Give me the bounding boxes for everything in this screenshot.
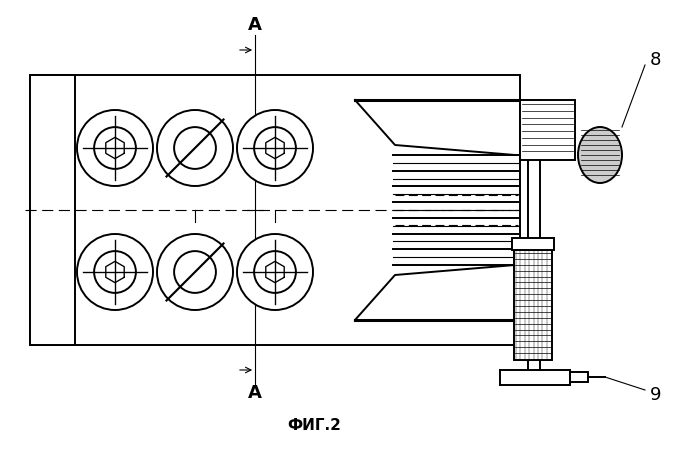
Ellipse shape [578, 127, 622, 183]
Bar [512, 238, 554, 250]
Bar [570, 372, 588, 382]
Text: ФИГ.2: ФИГ.2 [287, 418, 342, 433]
Ellipse shape [77, 110, 153, 186]
Ellipse shape [157, 234, 233, 310]
Bar [520, 100, 575, 160]
Ellipse shape [237, 110, 313, 186]
Text: 8: 8 [650, 51, 661, 69]
Text: A: A [248, 384, 262, 402]
Bar [30, 75, 520, 345]
Text: 9: 9 [650, 386, 661, 404]
Ellipse shape [174, 127, 216, 169]
Bar [514, 250, 552, 360]
Text: A: A [248, 16, 262, 34]
Ellipse shape [77, 234, 153, 310]
Ellipse shape [174, 251, 216, 293]
Ellipse shape [157, 110, 233, 186]
Ellipse shape [237, 234, 313, 310]
Ellipse shape [254, 251, 296, 293]
Bar [30, 75, 75, 345]
Ellipse shape [94, 251, 136, 293]
Ellipse shape [254, 127, 296, 169]
Ellipse shape [94, 127, 136, 169]
